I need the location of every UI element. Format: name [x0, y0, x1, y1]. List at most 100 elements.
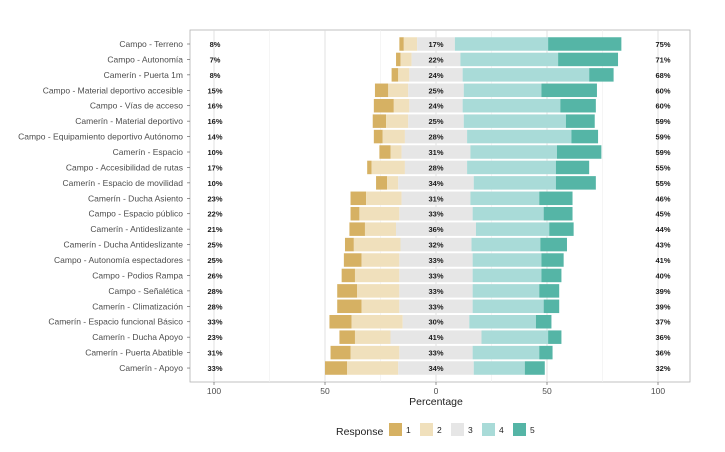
bar-segment-response-4	[463, 114, 566, 128]
bar-segment-response-4	[467, 129, 572, 144]
legend-swatch-5	[513, 423, 526, 436]
right-percent-label: 60%	[655, 102, 670, 111]
center-percent-label: 41%	[428, 333, 443, 342]
bar-segment-response-2	[354, 330, 391, 344]
legend-swatch-2	[420, 423, 433, 436]
bar-segment-response-2	[364, 222, 397, 236]
bar-segment-response-4	[471, 237, 541, 252]
category-label: Campo - Espacio público	[89, 209, 184, 219]
center-percent-label: 24%	[428, 71, 443, 80]
bar-segment-response-3	[399, 345, 473, 360]
bar-segment-response-1	[344, 237, 354, 252]
bar-segment-response-5	[571, 129, 599, 144]
bar-segment-response-4	[481, 330, 549, 344]
x-axis-title: Percentage	[409, 396, 463, 408]
left-percent-label: 25%	[207, 241, 222, 250]
bar-segment-response-5	[524, 361, 545, 375]
bar-segment-response-5	[589, 68, 614, 82]
category-label: Camerín - Ducha Asiento	[88, 193, 183, 203]
right-percent-label: 45%	[655, 210, 670, 219]
left-percent-label: 8%	[210, 71, 221, 80]
bar-segment-response-4	[469, 314, 536, 329]
right-percent-label: 39%	[655, 302, 670, 311]
legend-label: 1	[406, 425, 411, 435]
bar-segment-response-3	[408, 114, 464, 128]
bar-segment-response-3	[399, 268, 473, 283]
bar-segment-response-3	[409, 68, 463, 82]
center-percent-label: 33%	[428, 271, 443, 280]
plot-panel	[189, 29, 691, 383]
category-label: Camerín - Espacio	[113, 147, 184, 157]
bar-segment-response-5	[541, 83, 597, 98]
bar-segment-response-5	[560, 98, 596, 113]
legend-label: 2	[437, 425, 442, 435]
bar-segment-response-3	[399, 253, 473, 267]
bar-segment-response-2	[390, 145, 402, 159]
center-percent-label: 33%	[428, 256, 443, 265]
legend-swatch-4	[482, 423, 495, 436]
right-percent-label: 41%	[655, 256, 670, 265]
bar-segment-response-1	[373, 98, 394, 113]
legend-swatch-3	[451, 423, 464, 436]
left-percent-label: 21%	[207, 225, 222, 234]
center-percent-label: 33%	[428, 349, 443, 358]
bar-segment-response-1	[372, 114, 387, 128]
right-percent-label: 39%	[655, 287, 670, 296]
bar-segment-response-1	[399, 37, 404, 51]
bar-segment-response-2	[357, 284, 400, 298]
bar-segment-response-5	[548, 37, 622, 51]
bar-segment-response-5	[549, 222, 574, 236]
bar-segment-response-2	[398, 68, 410, 82]
left-percent-label: 25%	[207, 256, 222, 265]
category-label: Campo - Material deportivo accesible	[43, 85, 184, 95]
bar-segment-response-4	[472, 284, 540, 298]
right-percent-label: 59%	[655, 133, 670, 142]
center-percent-label: 22%	[428, 55, 443, 64]
bar-segment-response-4	[472, 345, 540, 360]
bar-segment-response-3	[417, 37, 455, 51]
category-label: Campo - Accesibilidad de rutas	[66, 162, 183, 172]
center-percent-label: 31%	[428, 194, 443, 203]
x-tick-label: 50	[320, 386, 330, 396]
category-label: Campo - Autonomía	[107, 54, 183, 64]
right-percent-label: 71%	[655, 55, 670, 64]
right-percent-label: 36%	[655, 349, 670, 358]
bar-segment-response-4	[473, 176, 556, 190]
category-label: Camerín - Puerta 1m	[104, 70, 183, 80]
bar-segment-response-3	[399, 284, 473, 298]
x-tick-label: 50	[542, 386, 552, 396]
bar-segment-response-5	[543, 206, 573, 221]
bar-segment-response-1	[339, 330, 355, 344]
center-percent-label: 33%	[428, 210, 443, 219]
right-percent-label: 43%	[655, 241, 670, 250]
bar-segment-response-3	[398, 176, 474, 190]
bar-segment-response-2	[359, 206, 400, 221]
x-tick-label: 0	[434, 386, 439, 396]
bar-segment-response-1	[343, 253, 362, 267]
legend: Response 1 2 3 4 5	[336, 423, 535, 438]
right-percent-label: 59%	[655, 117, 670, 126]
bar-segment-response-2	[353, 237, 401, 252]
bar-segment-response-1	[350, 206, 360, 221]
bar-segment-response-4	[467, 160, 556, 175]
bar-segment-response-4	[472, 299, 544, 314]
bar-segment-response-4	[462, 68, 590, 82]
center-percent-label: 24%	[428, 102, 443, 111]
bar-segment-response-4	[470, 145, 557, 159]
bar-segment-response-3	[404, 160, 468, 175]
bar-segment-response-2	[382, 129, 405, 144]
left-percent-label: 23%	[207, 194, 222, 203]
bar-segment-response-5	[555, 160, 590, 175]
right-percent-label: 40%	[655, 271, 670, 280]
category-label: Campo - Terreno	[119, 39, 183, 49]
category-label: Campo - Vías de acceso	[90, 101, 183, 111]
center-percent-label: 31%	[428, 148, 443, 157]
bar-segment-response-4	[460, 52, 559, 67]
bar-segment-response-4	[475, 222, 550, 236]
bar-segment-response-1	[325, 361, 348, 375]
category-label: Camerín - Puerta Abatible	[85, 348, 183, 358]
left-percent-label: 23%	[207, 333, 222, 342]
right-percent-label: 55%	[655, 163, 670, 172]
right-percent-label: 36%	[655, 333, 670, 342]
